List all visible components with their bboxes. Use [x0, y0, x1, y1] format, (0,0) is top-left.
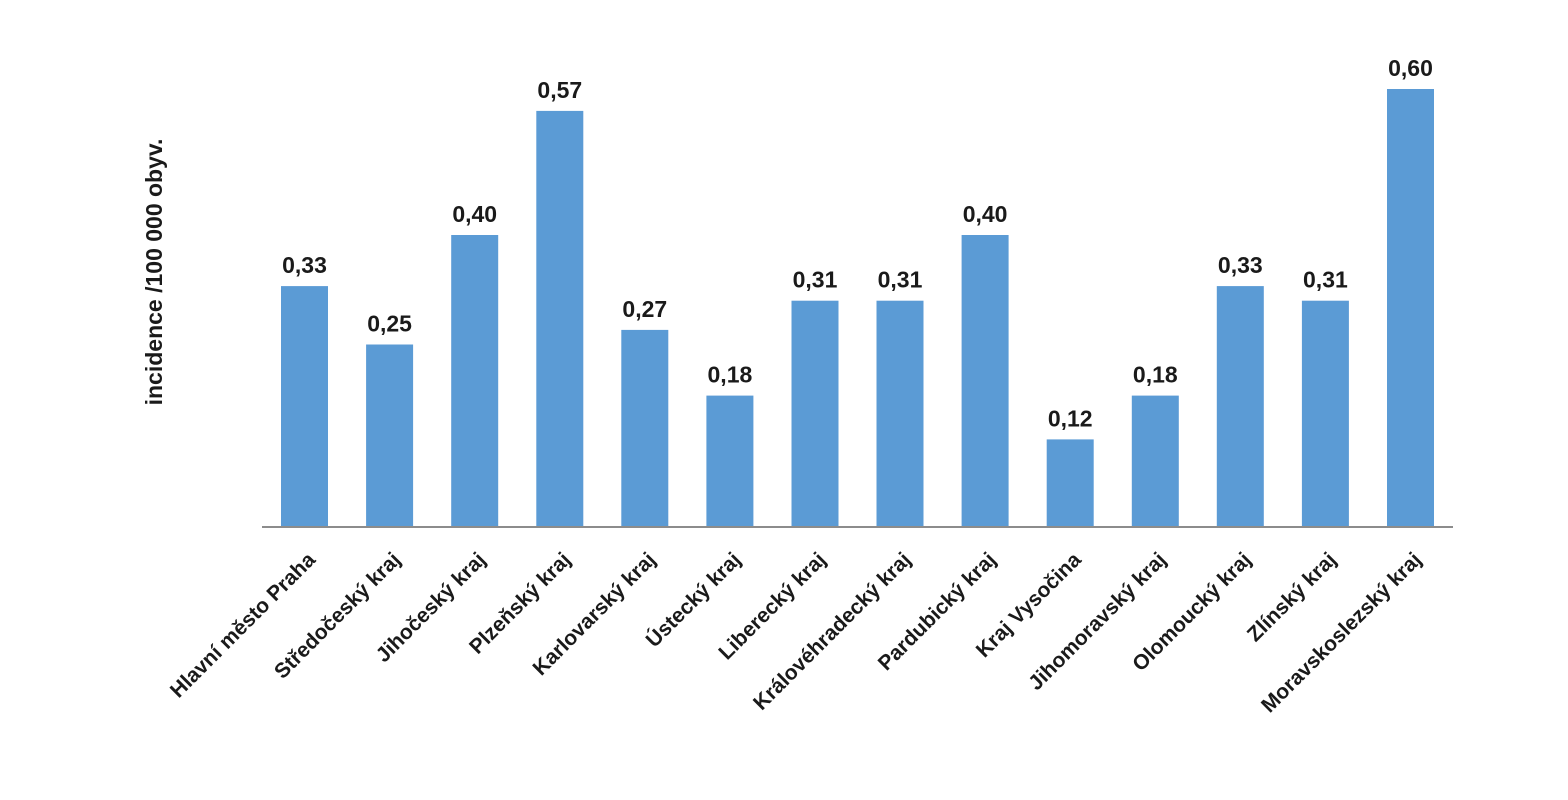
bar-value-label: 0,27 — [622, 296, 667, 322]
bar-value-label: 0,31 — [878, 267, 923, 293]
bar-value-label: 0,60 — [1388, 55, 1433, 81]
bars-group — [281, 89, 1434, 528]
bar-value-label: 0,40 — [452, 201, 497, 227]
y-axis-title: incidence /100 000 obyv. — [141, 139, 167, 406]
bar — [791, 300, 839, 527]
bar — [281, 286, 328, 527]
bar — [1216, 286, 1264, 527]
category-label: Moravskoslezský kraj — [1257, 548, 1426, 717]
bar — [366, 344, 414, 527]
bar — [876, 300, 924, 527]
bar-value-label: 0,18 — [1133, 362, 1178, 388]
bar — [536, 110, 584, 528]
bar-value-label: 0,18 — [708, 362, 753, 388]
bar-value-label: 0,33 — [282, 252, 327, 278]
bar-value-label: 0,31 — [1303, 267, 1348, 293]
category-label: Královéhradecký kraj — [749, 548, 916, 715]
bar-value-label: 0,25 — [367, 311, 412, 337]
bar — [961, 235, 1009, 527]
bar — [706, 395, 754, 527]
bar — [1387, 89, 1434, 527]
bar-value-label: 0,57 — [537, 77, 582, 103]
bar — [1046, 439, 1094, 527]
value-labels-group: 0,33 0,25 0,40 0,57 0,27 0,18 0,31 0,31 0,40 0,12… — [282, 55, 1433, 431]
bar-value-label: 0,40 — [963, 201, 1008, 227]
bar — [1301, 300, 1349, 527]
bar — [621, 329, 669, 527]
bar-value-label: 0,12 — [1048, 405, 1093, 431]
bar — [451, 235, 499, 527]
bar-value-label: 0,33 — [1218, 252, 1263, 278]
category-label: Hlavní město Praha — [166, 548, 320, 702]
bar-value-label: 0,31 — [793, 267, 838, 293]
bar — [1131, 395, 1179, 527]
